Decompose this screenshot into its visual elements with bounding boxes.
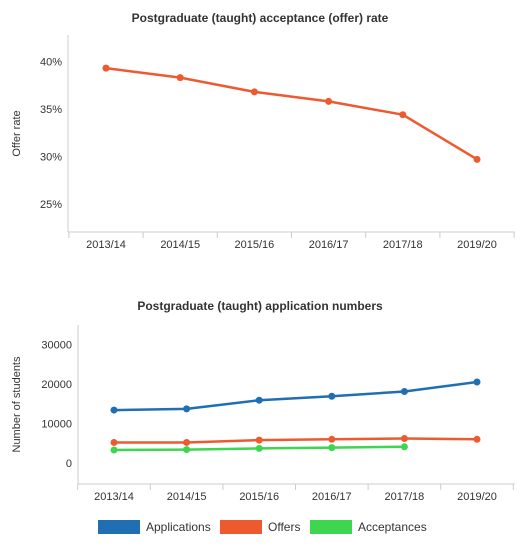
data-point [328, 435, 336, 443]
data-point [400, 443, 408, 451]
data-point [255, 436, 263, 444]
chart-title: Postgraduate (taught) application number… [137, 299, 383, 313]
legend-swatch [220, 520, 262, 534]
data-point [400, 435, 408, 443]
x-tick-label: 2015/16 [239, 491, 279, 503]
y-tick-label: 30000 [41, 340, 72, 352]
data-point [255, 396, 263, 404]
data-point [328, 392, 336, 400]
chart-2: Postgraduate (taught) application number… [11, 299, 515, 534]
data-point [183, 438, 191, 446]
x-tick-label: 2015/16 [235, 239, 275, 251]
x-tick-label: 2016/17 [312, 491, 352, 503]
data-point [176, 74, 184, 82]
data-point [183, 446, 191, 454]
data-point [473, 435, 481, 443]
data-point [110, 438, 118, 446]
y-tick-label: 25% [40, 199, 62, 211]
legend-label: Applications [146, 520, 211, 534]
data-point [473, 155, 481, 163]
series-line [113, 380, 478, 412]
x-tick-label: 2013/14 [86, 239, 126, 251]
data-point [102, 64, 110, 72]
x-tick-label: 2019/20 [457, 239, 497, 251]
data-point [399, 111, 407, 119]
data-point [250, 88, 258, 96]
y-tick-label: 40% [40, 57, 62, 69]
legend-label: Offers [268, 520, 300, 534]
legend-label: Acceptances [358, 520, 427, 534]
x-tick-label: 2013/14 [94, 491, 134, 503]
series-line [105, 66, 478, 161]
data-point [328, 444, 336, 452]
series-line [114, 437, 478, 444]
data-point [400, 388, 408, 396]
legend-swatch [98, 520, 140, 534]
x-tick-label: 2016/17 [309, 239, 349, 251]
y-tick-label: 20000 [41, 379, 72, 391]
y-tick-label: 30% [40, 152, 62, 164]
y-axis-title: Offer rate [11, 110, 23, 156]
data-point [325, 97, 333, 105]
y-tick-label: 0 [66, 458, 72, 470]
legend-swatch [310, 520, 352, 534]
x-tick-label: 2017/18 [383, 239, 423, 251]
x-tick-label: 2019/20 [457, 491, 497, 503]
x-tick-label: 2017/18 [385, 491, 425, 503]
data-point [183, 405, 191, 413]
x-tick-label: 2014/15 [167, 491, 207, 503]
y-tick-label: 35% [40, 104, 62, 116]
data-point [255, 444, 263, 452]
data-point [110, 406, 118, 414]
chart-title: Postgraduate (taught) acceptance (offer)… [132, 11, 389, 25]
y-tick-label: 10000 [41, 419, 72, 431]
y-axis-title: Number of students [11, 356, 23, 452]
data-point [473, 378, 481, 386]
x-tick-label: 2014/15 [160, 239, 200, 251]
data-point [110, 446, 118, 454]
chart-1: Postgraduate (taught) acceptance (offer)… [11, 11, 515, 251]
